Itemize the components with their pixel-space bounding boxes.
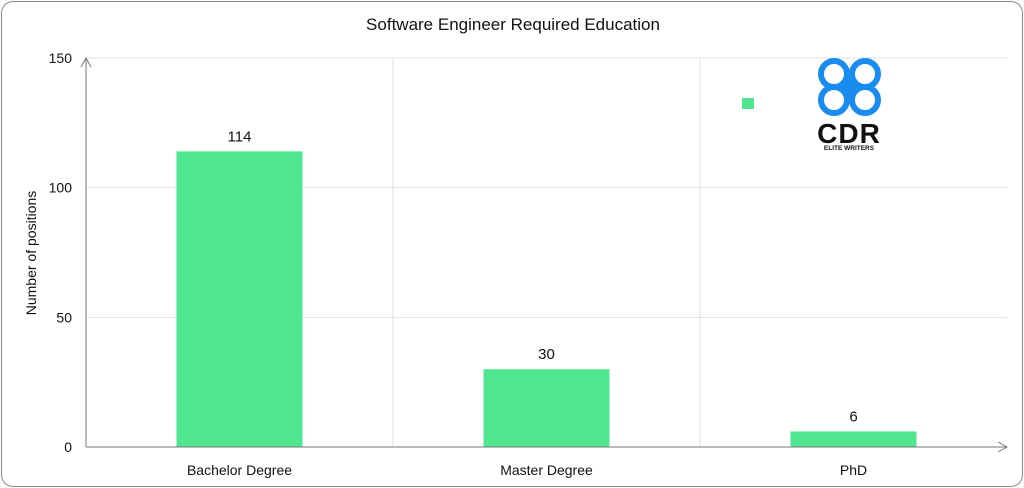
bars	[176, 151, 917, 448]
y-tick-labels: 0 50 100 150	[49, 50, 73, 455]
x-axis-arrow	[997, 441, 1009, 453]
logo-text: CDR	[817, 118, 881, 149]
x-tick-labels: Bachelor Degree Master Degree PhD	[187, 462, 867, 478]
cdr-logo: CDR ELITE WRITERS	[817, 58, 881, 152]
axes	[80, 56, 1009, 453]
logo-knot-icon	[818, 58, 881, 116]
y-axis-label: Number of positions	[23, 191, 39, 316]
chart-title: Software Engineer Required Education	[366, 15, 660, 34]
x-tick-label: Master Degree	[500, 462, 593, 478]
x-tick-label: Bachelor Degree	[187, 462, 292, 478]
y-tick-label: 50	[56, 309, 72, 325]
bar	[790, 431, 917, 447]
x-tick-label: PhD	[840, 462, 867, 478]
y-tick-label: 0	[64, 439, 72, 455]
bar-value-label: 114	[228, 128, 252, 145]
y-axis-arrow	[80, 56, 92, 68]
bar-value-label: 30	[538, 346, 555, 363]
bar	[483, 369, 610, 447]
bar-labels: 114 30 6	[228, 128, 858, 425]
bar	[176, 151, 303, 448]
y-tick-label: 100	[49, 180, 73, 196]
legend-marker	[742, 98, 754, 109]
y-tick-label: 150	[49, 50, 73, 66]
logo-tagline: ELITE WRITERS	[824, 145, 875, 152]
bar-value-label: 6	[849, 408, 857, 425]
